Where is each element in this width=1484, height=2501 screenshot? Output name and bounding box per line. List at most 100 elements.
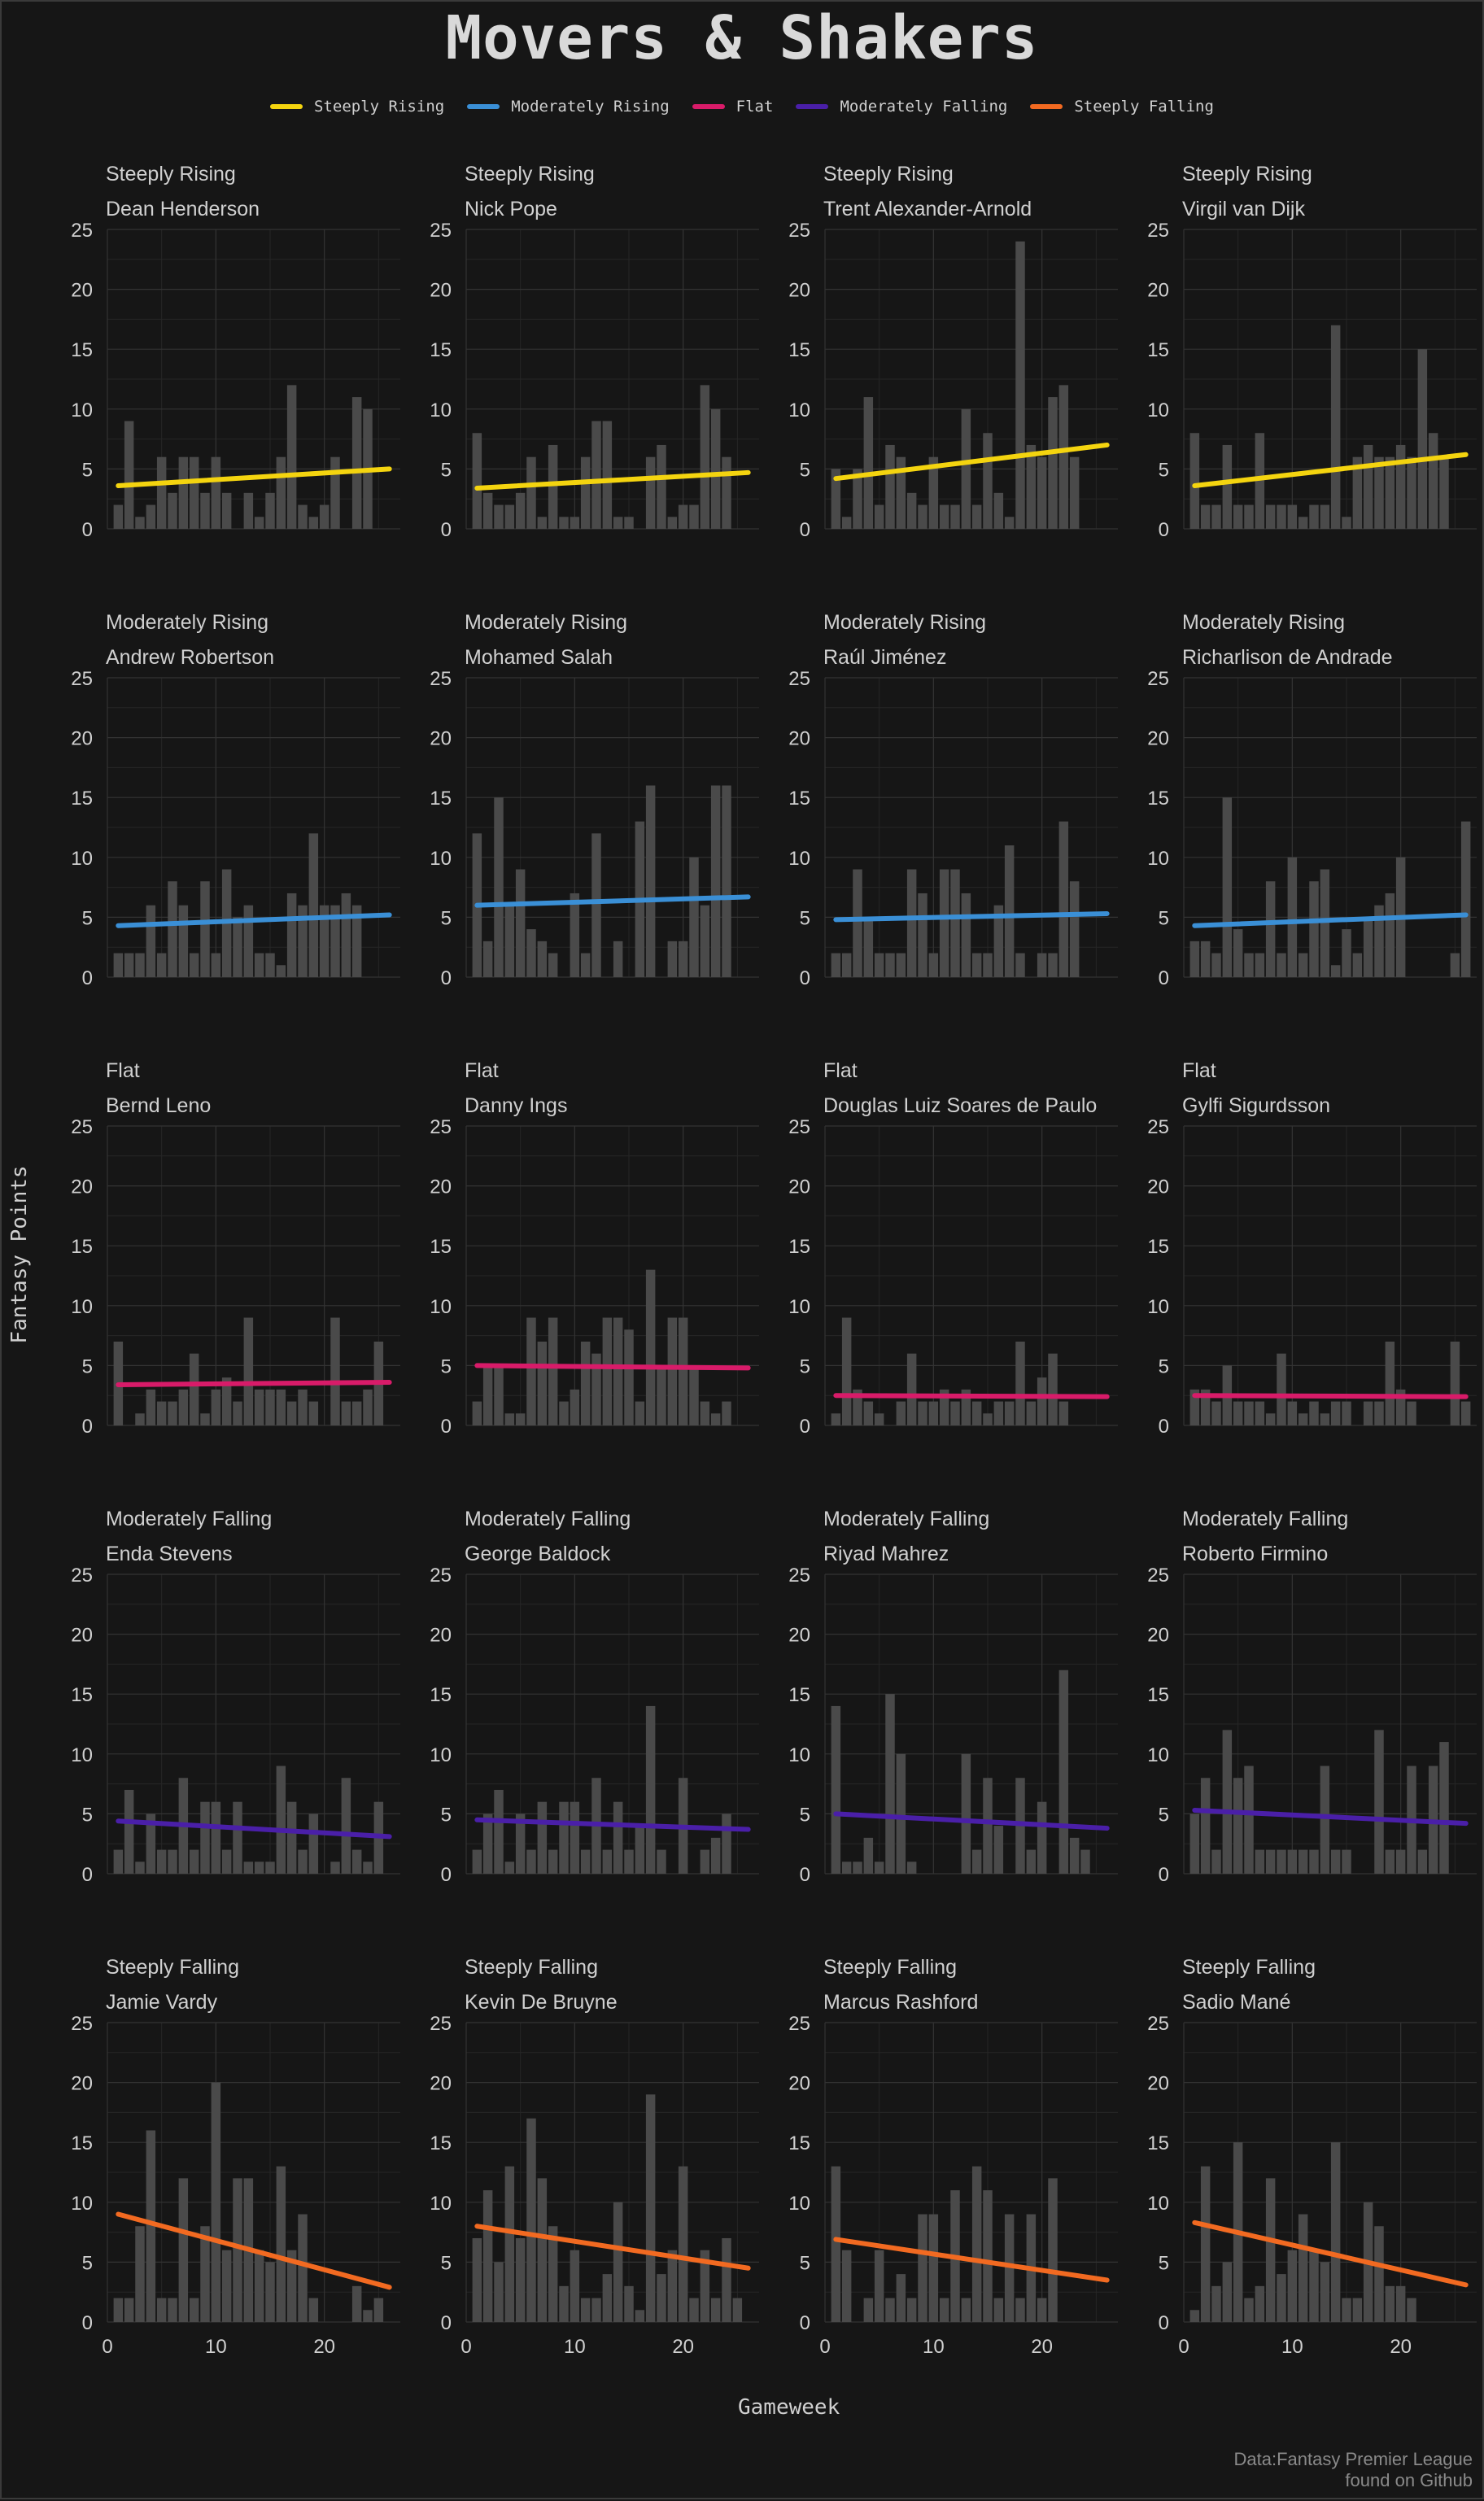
bar <box>254 1389 264 1425</box>
bar <box>722 456 731 529</box>
bar <box>874 1413 884 1425</box>
y-tick-label: 20 <box>788 728 810 750</box>
legend-label: Moderately Rising <box>511 98 670 116</box>
y-tick-label: 25 <box>71 1116 93 1138</box>
bar <box>559 1401 569 1425</box>
panel-category: Moderately Rising <box>106 611 268 634</box>
bar <box>580 1341 591 1425</box>
bar <box>1309 504 1319 529</box>
bar <box>1255 1401 1265 1425</box>
bar <box>710 1413 721 1425</box>
bar <box>667 2250 678 2322</box>
bar <box>1352 456 1363 529</box>
panel-title: Marcus Rashford <box>823 1991 978 2014</box>
trend-line <box>1192 1807 1469 1827</box>
bar <box>233 1801 242 1874</box>
bar <box>1233 504 1243 529</box>
bar <box>1200 941 1211 977</box>
y-tick-label: 5 <box>82 1355 93 1377</box>
y-tick-label: 10 <box>788 399 810 421</box>
bar <box>853 869 862 977</box>
bar <box>700 2250 710 2322</box>
bar <box>950 1401 960 1425</box>
bar <box>515 1413 526 1425</box>
bar <box>1407 1401 1416 1425</box>
bar <box>722 1401 731 1425</box>
panel-category: Moderately Falling <box>823 1508 989 1530</box>
legend: Steeply Rising Moderately Rising Flat Moder… <box>2 98 1482 116</box>
bar <box>254 2250 264 2322</box>
bar <box>341 1401 351 1425</box>
bar <box>1058 1670 1069 1874</box>
bar <box>1265 504 1276 529</box>
y-tick-label: 0 <box>1159 2312 1169 2334</box>
y-tick-label: 0 <box>800 967 810 989</box>
legend-item: Moderately Falling <box>796 98 1007 116</box>
bar <box>1309 881 1319 977</box>
y-tick-label: 25 <box>1147 668 1169 690</box>
bar <box>1026 1401 1037 1425</box>
bar <box>841 2250 852 2322</box>
bar <box>308 1401 319 1425</box>
panel: Moderately Rising Andrew Robertson 0 5 10 15 2… <box>71 611 400 989</box>
panel-title: Mohamed Salah <box>465 646 613 669</box>
bar <box>482 1814 493 1874</box>
bar <box>689 2298 699 2322</box>
panel-title: Nick Pope <box>465 198 557 220</box>
bar <box>276 456 286 529</box>
panel-title: Enda Stevens <box>106 1543 233 1565</box>
panel: Moderately Rising Raúl Jiménez 0 5 10 15 20 25 <box>788 611 1118 989</box>
x-tick-label: 0 <box>460 2336 471 2358</box>
panel-title: Dean Henderson <box>106 198 260 220</box>
y-tick-label: 10 <box>430 1744 452 1766</box>
bar <box>124 2298 134 2322</box>
panel-category: Steeply Falling <box>465 1956 598 1979</box>
bar <box>494 797 504 977</box>
bar <box>1233 1401 1243 1425</box>
trend-line <box>1192 452 1469 489</box>
bar <box>363 1389 373 1425</box>
bar <box>1069 456 1080 529</box>
bar <box>146 2130 156 2322</box>
bar <box>472 1401 482 1425</box>
bar <box>863 1401 874 1425</box>
bar <box>939 1389 949 1425</box>
y-tick-label: 10 <box>71 399 93 421</box>
y-tick-label: 20 <box>1147 728 1169 750</box>
y-tick-label: 20 <box>430 1625 452 1647</box>
bar <box>613 517 623 529</box>
bar <box>1211 504 1221 529</box>
bar <box>1374 905 1384 977</box>
bar <box>526 2118 536 2322</box>
legend-swatch <box>467 104 500 109</box>
y-tick-label: 15 <box>788 1236 810 1258</box>
bar <box>1330 2142 1341 2322</box>
bar <box>482 2190 493 2322</box>
panel: Flat Bernd Leno 0 5 10 15 20 25 <box>71 1059 400 1438</box>
bar <box>189 953 199 977</box>
bar <box>1222 1730 1233 1874</box>
bar <box>211 2082 221 2322</box>
bar <box>831 953 841 977</box>
bar <box>863 1837 874 1874</box>
bar <box>570 2250 580 2322</box>
panel-category: Moderately Falling <box>106 1508 272 1530</box>
bar <box>254 953 264 977</box>
y-tick-label: 5 <box>441 907 452 929</box>
bar <box>1058 1401 1069 1425</box>
panel-category: Flat <box>106 1059 140 1082</box>
bar <box>211 456 221 529</box>
panel: Steeply Rising Trent Alexander-Arnold 0 5 10… <box>788 163 1118 541</box>
panel-category: Moderately Rising <box>1182 611 1345 634</box>
bar <box>1460 1401 1471 1425</box>
bar <box>1395 1849 1406 1874</box>
bar <box>1417 349 1428 529</box>
bar <box>559 1801 569 1874</box>
bar <box>657 444 666 529</box>
bar <box>341 893 351 977</box>
bar <box>221 1377 232 1425</box>
bar <box>233 917 242 977</box>
bar <box>950 504 960 529</box>
bar <box>1395 1389 1406 1425</box>
bar <box>351 1849 362 1874</box>
